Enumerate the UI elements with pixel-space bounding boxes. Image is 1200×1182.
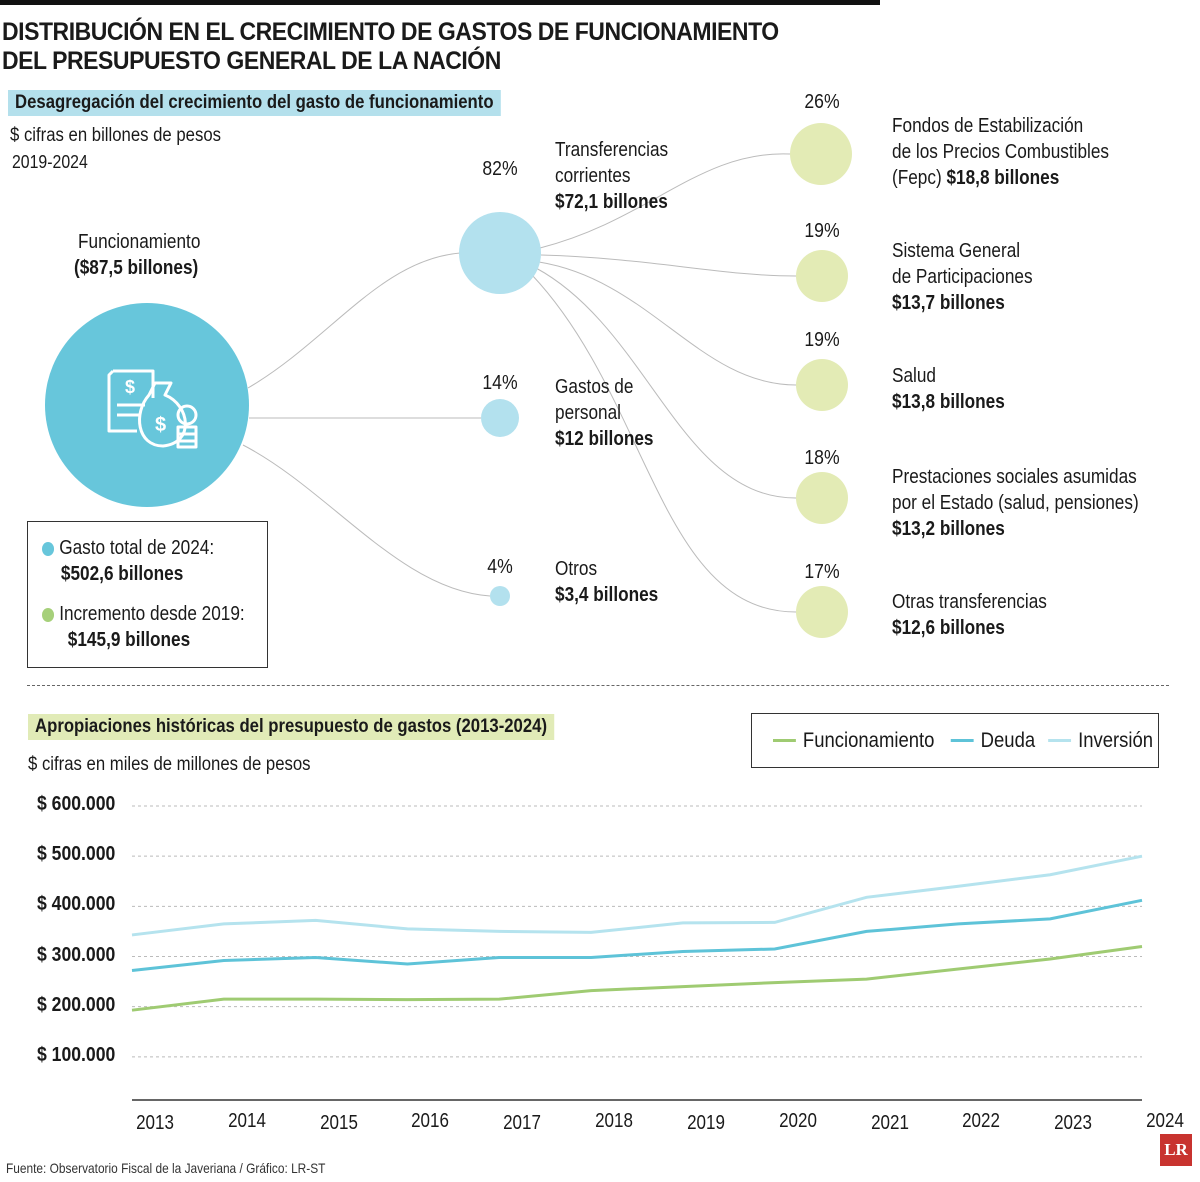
root-value: ($87,5 billones) — [74, 257, 199, 279]
totals-legend: Gasto total de 2024: $502,6 billones Incr… — [27, 521, 268, 668]
blue-dot-icon — [42, 541, 55, 556]
y-tick-label: $ 100.000 — [37, 1043, 116, 1066]
connector — [538, 261, 797, 386]
period-label: 2019-2024 — [12, 152, 88, 172]
pct-transferencias: 82% — [482, 158, 518, 180]
series-line-funcionamiento — [131, 944, 1143, 1012]
circle-salud — [796, 359, 848, 411]
x-tick-label: 2015 — [319, 1112, 358, 1134]
circle-sgp — [796, 250, 848, 302]
root-circle: $ $ — [45, 303, 249, 507]
label-prestaciones: Prestaciones sociales asumidas por el Est… — [892, 466, 1139, 540]
money-bag-document-icon: $ $ — [107, 369, 198, 449]
pct-salud: 19% — [804, 329, 840, 351]
units-label: $ cifras en billones de pesos — [10, 125, 221, 146]
green-dot-icon — [42, 607, 55, 622]
x-tick-label: 2020 — [778, 1110, 817, 1132]
label-otras-transferencias: Otras transferencias $12,6 billones — [892, 591, 1047, 639]
x-tick-label: 2019 — [686, 1112, 725, 1134]
source-note: Fuente: Observatorio Fiscal de la Javeri… — [6, 1160, 326, 1176]
circle-prestaciones — [796, 472, 848, 524]
legend-swatch — [1048, 739, 1072, 742]
tree-connectors — [242, 153, 797, 613]
label-sgp: Sistema General de Participaciones $13,7 b… — [892, 240, 1033, 314]
connector — [531, 274, 797, 613]
pct-fepc: 26% — [804, 91, 840, 113]
connector — [247, 252, 461, 389]
legend-swatch — [951, 739, 975, 742]
chart-legend: Funcionamiento Deuda Inversión — [751, 713, 1159, 768]
svg-text:$: $ — [155, 414, 166, 436]
x-tick-label: 2022 — [962, 1110, 1001, 1132]
x-tick-label: 2023 — [1054, 1112, 1093, 1134]
x-tick-label: 2017 — [503, 1112, 542, 1134]
label-transferencias: Transferencias corrientes $72,1 billones — [555, 139, 669, 213]
legend-total: Gasto total de 2024: $502,6 billones — [42, 535, 214, 587]
section-divider — [27, 685, 1169, 686]
page-title: DISTRIBUCIÓN EN EL CRECIMIENTO DE GASTOS… — [2, 18, 779, 75]
pct-otras-transferencias: 17% — [804, 561, 840, 583]
x-tick-label: 2021 — [870, 1112, 909, 1134]
y-tick-label: $ 600.000 — [37, 793, 116, 815]
label-salud: Salud $13,8 billones — [892, 365, 1005, 413]
connector — [535, 267, 797, 499]
y-tick-label: $ 300.000 — [37, 943, 116, 966]
section-heading-top: Desagregación del crecimiento del gasto … — [8, 90, 501, 116]
chart-title: Apropiaciones históricas del presupuesto… — [28, 714, 555, 740]
pct-otros: 4% — [487, 556, 513, 578]
connector — [242, 444, 491, 597]
root-label: Funcionamiento — [78, 231, 201, 253]
legend-funcionamiento: Funcionamiento — [773, 729, 934, 753]
circle-fepc — [790, 123, 852, 185]
x-tick-label: 2024 — [1146, 1110, 1184, 1132]
pct-gastos-personal: 14% — [482, 372, 518, 394]
circle-transferencias — [459, 212, 541, 294]
x-tick-label: 2014 — [227, 1110, 266, 1132]
legend-deuda: Deuda — [951, 729, 1036, 753]
y-tick-label: $ 500.000 — [37, 843, 116, 866]
connector — [539, 153, 791, 249]
legend-increment: Incremento desde 2019: $145,9 billones — [42, 601, 245, 653]
label-gastos-personal: Gastos de personal $12 billones — [555, 376, 654, 450]
legend-inversion: Inversión — [1048, 729, 1153, 753]
top-rule — [0, 0, 880, 5]
x-tick-label: 2018 — [595, 1110, 633, 1132]
svg-text:$: $ — [125, 377, 135, 397]
line-chart — [131, 805, 1143, 1101]
series-line-inversión — [131, 854, 1143, 937]
circle-otras-transferencias — [796, 586, 848, 638]
label-fepc: Fondos de Estabilización de los Precios C… — [892, 115, 1110, 189]
x-tick-label: 2016 — [411, 1110, 450, 1132]
label-otros: Otros $3,4 billones — [555, 558, 659, 606]
circle-gastos-personal — [481, 399, 519, 437]
connector — [540, 254, 797, 277]
pct-prestaciones: 18% — [804, 447, 840, 469]
y-tick-label: $ 200.000 — [37, 993, 116, 1016]
pct-sgp: 19% — [804, 220, 840, 242]
series-line-deuda — [131, 898, 1143, 973]
chart-ylabel: $ cifras en miles de millones de pesos — [28, 754, 311, 775]
x-tick-label: 2013 — [136, 1112, 174, 1134]
legend-swatch — [773, 739, 796, 742]
circle-otros — [490, 586, 510, 606]
y-tick-label: $ 400.000 — [37, 893, 116, 916]
lr-logo: LR — [1160, 1134, 1192, 1166]
